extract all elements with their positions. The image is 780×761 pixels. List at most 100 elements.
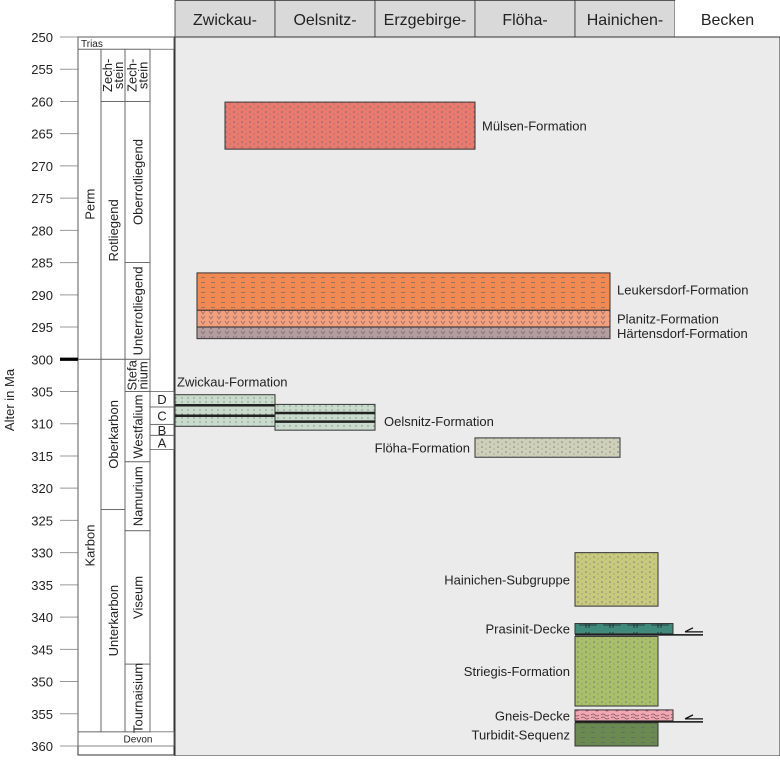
axis-tick-label: 260 <box>31 94 53 109</box>
stratigraphic-unit-label: Zech-stein <box>125 59 151 92</box>
stratigraphic-unit-label: Namurium <box>131 466 146 526</box>
label-line: Unterkarbon <box>106 585 121 657</box>
label-line: Zech- <box>125 59 140 92</box>
formation-pattern <box>575 636 658 707</box>
thrust-arrow-icon <box>684 714 703 720</box>
stratigraphic-unit-label: Stefanium <box>125 359 151 390</box>
formation-pattern <box>197 272 610 311</box>
axis-tick-label: 355 <box>31 707 53 722</box>
axis-tick-label: 295 <box>31 320 53 335</box>
formation-pattern <box>575 709 673 721</box>
label-line: Zech- <box>100 59 115 92</box>
label-line: stein <box>136 62 151 89</box>
stratigraphic-unit-label: B <box>158 423 167 438</box>
label-line: Rotliegend <box>106 199 121 261</box>
formation-pattern <box>197 310 610 328</box>
axis-tick-label: 335 <box>31 578 53 593</box>
formation-label: Prasinit-Decke <box>485 622 570 637</box>
label-line: Oberrotliegend <box>131 139 146 225</box>
formation-label: Mülsen-Formation <box>482 119 587 134</box>
basin-header-label: Hainichen- <box>587 12 663 29</box>
axis-tick-label: 330 <box>31 546 53 561</box>
axis-tick-label: 345 <box>31 642 53 657</box>
formation-pattern <box>575 552 658 607</box>
basin-header-cell <box>374 0 476 38</box>
basin-header-cell <box>274 0 376 38</box>
formation-label: Flöha-Formation <box>375 441 470 456</box>
stratigraphic-unit-label: D <box>157 392 166 407</box>
stratigraphic-unit <box>149 434 175 450</box>
formation-pattern <box>575 722 658 746</box>
basin-header-label: Erzgebirge- <box>384 12 467 29</box>
basin-header-label: Oelsnitz- <box>293 12 356 29</box>
axis-tick-label: 340 <box>31 610 53 625</box>
stratigraphic-unit-label: Unterrotliegend <box>131 266 146 355</box>
axis-tick-label: 305 <box>31 385 53 400</box>
stratigraphic-unit-label: A <box>158 435 167 450</box>
formation-pattern <box>197 327 610 339</box>
axis-tick-label: 350 <box>31 675 53 690</box>
formation-label: Turbidit-Sequenz <box>471 727 570 742</box>
stratigraphic-unit-label: Oberkarbon <box>106 400 121 469</box>
label-line: Westfalium <box>131 395 146 459</box>
axis-tick-label: 280 <box>31 223 53 238</box>
stratigraphic-unit-label: Perm <box>83 189 98 220</box>
label-line: stein <box>111 62 126 89</box>
formation-pattern <box>275 404 375 431</box>
formation-label: Oelsnitz-Formation <box>384 414 494 429</box>
stratigraphic-unit-label: Devon <box>124 735 153 746</box>
stratigraphic-unit-label: Unterkarbon <box>106 585 121 657</box>
formation-pattern <box>475 437 620 458</box>
stratigraphic-unit <box>124 663 151 733</box>
label-line: Namurium <box>131 466 146 526</box>
label-line: Oberkarbon <box>106 400 121 469</box>
stratigraphic-unit-label: Trias <box>81 39 103 50</box>
formation-label: Gneis-Decke <box>495 708 570 723</box>
basin-header-label: Flöha- <box>502 12 547 29</box>
stratigraphic-unit-label: C <box>157 409 166 424</box>
label-line: Perm <box>83 189 98 220</box>
stratigraphic-unit-label: Viseum <box>131 576 146 619</box>
formation-label: Striegis-Formation <box>464 664 570 679</box>
stratigraphic-unit-label: Oberrotliegend <box>131 139 146 225</box>
label-line: Tournaisium <box>131 663 146 733</box>
axis-tick-label: 250 <box>31 30 53 45</box>
formation-label: Härtensdorf-Formation <box>617 326 748 341</box>
axis-tick-label: 315 <box>31 449 53 464</box>
formation-pattern <box>175 394 275 427</box>
axis-tick-label: 320 <box>31 481 53 496</box>
stratigraphic-unit-label: Zech-stein <box>100 59 126 92</box>
thrust-arrow-icon <box>684 627 703 633</box>
stratigraphic-unit-label: Westfalium <box>131 395 146 459</box>
basin-header-label: Becken <box>701 12 754 29</box>
label-line: nium <box>136 361 151 389</box>
stratigraphic-unit-label: Karbon <box>83 525 98 567</box>
formation-pattern <box>225 102 475 150</box>
formation-pattern <box>575 623 673 634</box>
formation-label: Hainichen-Subgruppe <box>444 572 570 587</box>
basin-header-cell <box>474 0 576 38</box>
basin-panel <box>174 36 780 757</box>
label-line: Stefa <box>125 359 140 390</box>
axis-tick-label: 255 <box>31 62 53 77</box>
stratigraphic-unit-label: Rotliegend <box>106 199 121 261</box>
basin-header-cell <box>174 0 276 38</box>
axis-tick-label: 300 <box>31 352 53 367</box>
label-line: Unterrotliegend <box>131 266 146 355</box>
axis-tick-label: 275 <box>31 191 53 206</box>
basin-header-label: Zwickau- <box>193 12 257 29</box>
basin-header-cell <box>675 0 780 37</box>
axis-tick-label: 285 <box>31 256 53 271</box>
axis-tick-label: 290 <box>31 288 53 303</box>
formation-label: Leukersdorf-Formation <box>617 283 749 298</box>
formation-label: Planitz-Formation <box>617 312 719 327</box>
stratigraphic-unit-label: Tournaisium <box>131 663 146 733</box>
label-line: Viseum <box>131 576 146 619</box>
axis-tick-label: 360 <box>31 739 53 754</box>
axis-label: Alter in Ma <box>2 368 17 431</box>
axis-tick-label: 310 <box>31 417 53 432</box>
axis-tick-label: 325 <box>31 513 53 528</box>
stratigraphy-column-frame <box>77 36 175 756</box>
axis-tick-label: 270 <box>31 159 53 174</box>
